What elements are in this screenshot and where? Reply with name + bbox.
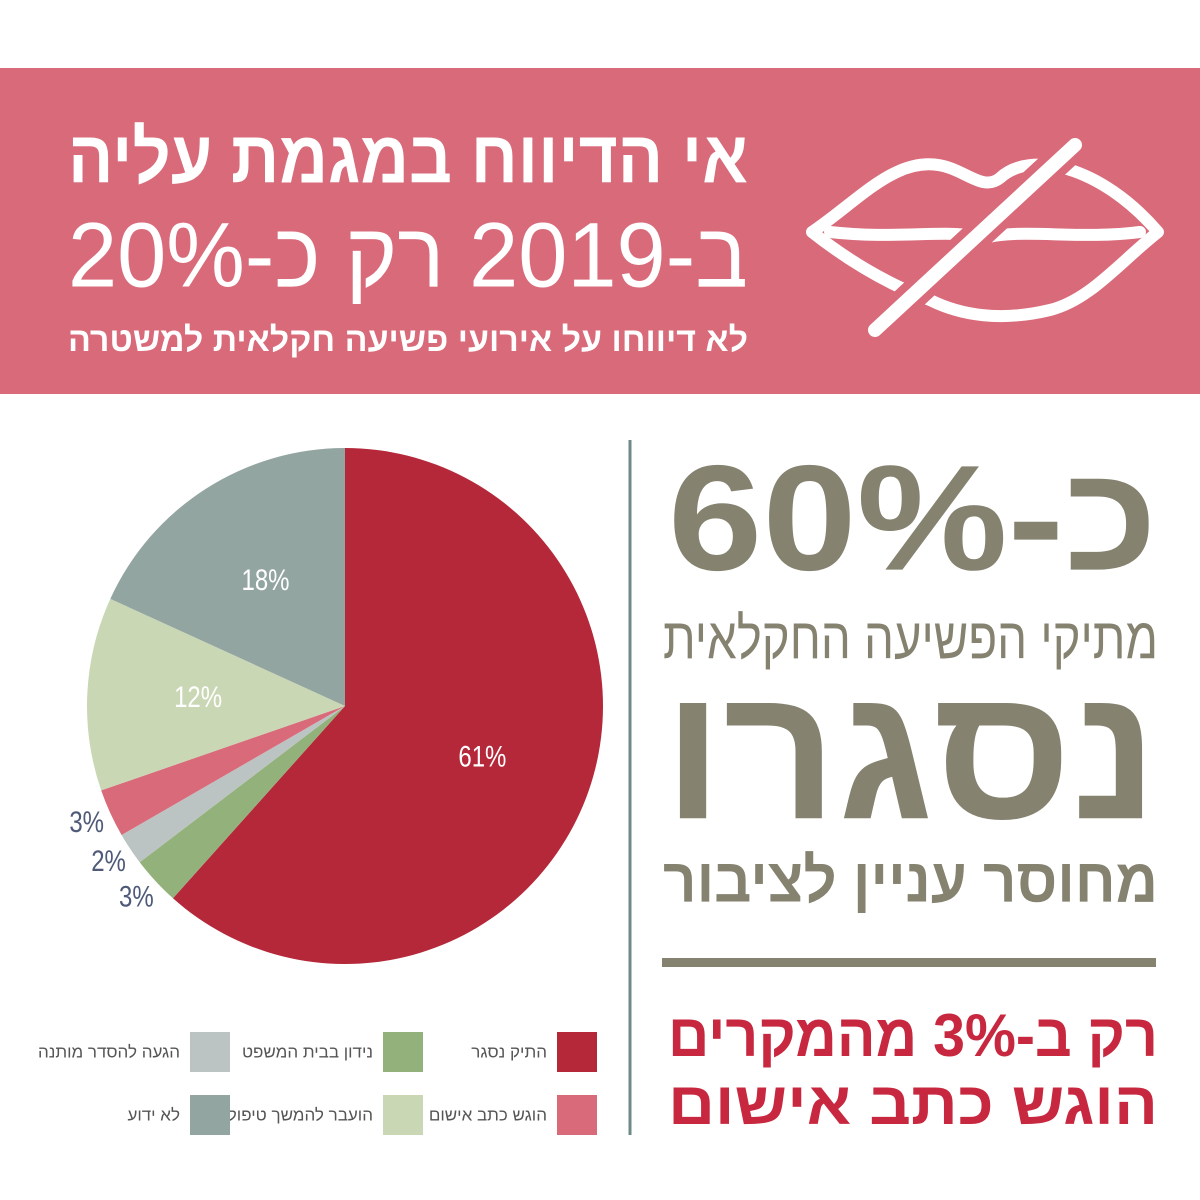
header-title: אי הדיווח במגמת עליה	[68, 116, 748, 199]
slice-label: 3%	[119, 879, 154, 913]
pie-slice	[121, 706, 345, 863]
highlight2: הוגש כתב אישום	[668, 1070, 1158, 1137]
legend-label: התיק נסגר	[471, 1042, 547, 1061]
lips-icon	[806, 130, 1164, 345]
legend-swatch	[557, 1032, 597, 1072]
legend-swatch	[383, 1032, 423, 1072]
legend-swatch	[190, 1032, 230, 1072]
panel-line2: מחוסר עניין לציבור	[663, 846, 1158, 915]
legend-label: הוגש כתב אישום	[429, 1105, 547, 1124]
pie-slice	[87, 598, 346, 791]
legend-swatch	[383, 1095, 423, 1135]
pie-chart: 61%3%2%3%12%18%	[69, 448, 604, 964]
highlight1: רק ב-3% מהמקרים	[668, 1002, 1158, 1069]
legend-swatch	[190, 1095, 230, 1135]
pie-slice	[110, 448, 345, 706]
slice-label: 3%	[69, 804, 104, 838]
big-word: נסגרו	[663, 647, 1158, 859]
pie-slice	[101, 706, 345, 835]
legend-label: לא ידוע	[127, 1105, 180, 1124]
slice-label: 2%	[91, 844, 126, 878]
slice-label: 18%	[241, 563, 289, 597]
separator	[662, 958, 1156, 967]
panel-line1: מתיקי הפשיעה החקלאית	[663, 606, 1158, 671]
legend-label: הגעה להסדר מותנה	[38, 1042, 180, 1061]
header-subtitle: ב-2019 רק כ-20%	[68, 204, 748, 306]
big-number: כ-60%	[668, 434, 1158, 602]
header-note: לא דיווחו על אירועי פשיעה חקלאית למשטרה	[68, 321, 748, 359]
legend: התיק נסגר נידון בבית המשפט הגעה להסדר מותנ…	[38, 1032, 597, 1135]
pie-slice	[172, 448, 604, 964]
legend-label: הועבר להמשך טיפול	[228, 1105, 373, 1124]
pie-slice	[139, 706, 345, 899]
slice-label: 12%	[174, 679, 222, 713]
legend-label: נידון בבית המשפט	[242, 1042, 373, 1061]
slice-label: 61%	[458, 739, 506, 773]
legend-swatch	[557, 1095, 597, 1135]
